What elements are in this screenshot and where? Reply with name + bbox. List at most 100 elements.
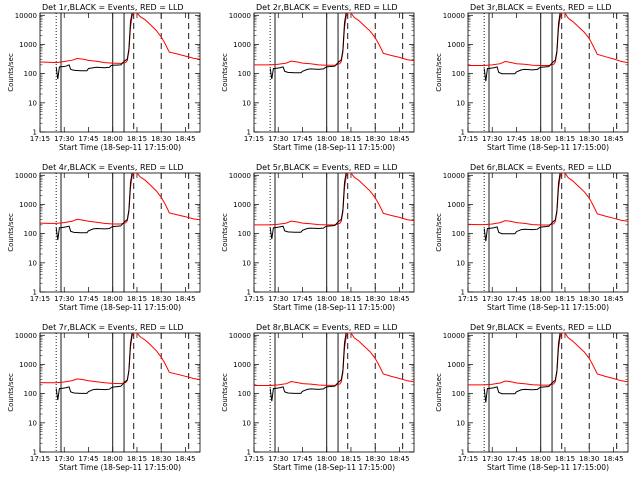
panel-7-x-tick-label: 18:15 xyxy=(127,455,147,463)
panel-6-x-tick-label: 17:45 xyxy=(506,295,526,303)
panel-2-lld-line xyxy=(254,13,414,66)
panel-8-events-line xyxy=(269,333,347,402)
panel-4-x-axis-label: Start Time (18-Sep-11 17:15:00) xyxy=(59,303,181,312)
panel-4-x-tick-label: 18:45 xyxy=(175,295,195,303)
panel-4-x-tick-label: 17:15 xyxy=(30,295,50,303)
panel-7-y-axis-label: Counts/sec xyxy=(7,373,15,412)
panel-7-x-tick-label: 17:30 xyxy=(54,455,74,463)
panel-1-y-tick-label: 100 xyxy=(24,70,37,78)
panel-7-axis-frame xyxy=(39,332,201,453)
panel-2: Det 2r,BLACK = Events, RED = LLD 1 10 100 10… xyxy=(221,3,415,152)
panel-8-axis-frame xyxy=(253,332,415,453)
panel-3-title: Det 3r,BLACK = Events, RED = LLD xyxy=(470,3,612,12)
panel-6-events-line xyxy=(483,173,561,242)
panel-8-x-tick-label: 18:15 xyxy=(341,455,361,463)
panel-3-lld-line xyxy=(468,13,628,66)
panel-8-x-tick-label: 17:30 xyxy=(268,455,288,463)
panel-4-title: Det 4r,BLACK = Events, RED = LLD xyxy=(42,163,184,172)
panel-1-lld-line xyxy=(40,13,200,64)
panel-8-y-tick-label: 1000 xyxy=(233,361,251,369)
panel-2-x-axis-label: Start Time (18-Sep-11 17:15:00) xyxy=(273,143,395,152)
panel-8-x-tick-label: 18:30 xyxy=(365,455,385,463)
panel-5-x-tick-label: 18:45 xyxy=(389,295,409,303)
panel-1-x-tick-label: 18:15 xyxy=(127,135,147,143)
panel-3-x-tick-label: 17:15 xyxy=(458,135,478,143)
panel-9-x-tick-label: 18:45 xyxy=(603,455,623,463)
panel-2-x-tick-label: 17:45 xyxy=(292,135,312,143)
panel-7-lld-line xyxy=(40,333,200,385)
panel-5-x-tick-label: 18:15 xyxy=(341,295,361,303)
panel-2-y-tick-label: 1000 xyxy=(233,41,251,49)
panel-9-x-tick-label: 17:30 xyxy=(482,455,502,463)
panel-8-y-tick-label: 100 xyxy=(238,390,251,398)
panel-1-events-line xyxy=(55,13,133,80)
panel-9-events-line xyxy=(483,333,561,403)
panel-7-x-tick-label: 17:45 xyxy=(78,455,98,463)
panel-3-y-tick-label: 10000 xyxy=(443,12,465,20)
panel-2-x-tick-label: 18:00 xyxy=(317,135,337,143)
panel-9-x-axis-label: Start Time (18-Sep-11 17:15:00) xyxy=(487,463,609,472)
panel-3-axis-frame xyxy=(467,12,629,133)
panel-4-x-tick-label: 18:30 xyxy=(151,295,171,303)
panel-2-events-line xyxy=(269,13,347,80)
panel-6-x-tick-label: 18:15 xyxy=(555,295,575,303)
panel-1-x-tick-label: 17:30 xyxy=(54,135,74,143)
panel-5-y-tick-label: 1000 xyxy=(233,201,251,209)
panel-1-title: Det 1r,BLACK = Events, RED = LLD xyxy=(42,3,184,12)
panel-1-y-axis-label: Counts/sec xyxy=(7,53,15,92)
panel-7-y-tick-label: 100 xyxy=(24,390,37,398)
panel-1-x-tick-label: 17:15 xyxy=(30,135,50,143)
panel-5-axis-frame xyxy=(253,172,415,293)
panel-7-x-tick-label: 18:00 xyxy=(103,455,123,463)
panel-1-x-tick-label: 18:45 xyxy=(175,135,195,143)
panel-4-lld-line xyxy=(40,173,200,225)
panel-4-x-tick-label: 18:00 xyxy=(103,295,123,303)
panel-3-x-tick-label: 18:15 xyxy=(555,135,575,143)
panel-5-y-tick-label: 10000 xyxy=(229,172,251,180)
panel-4-x-tick-label: 17:30 xyxy=(54,295,74,303)
panel-6-x-tick-label: 18:45 xyxy=(603,295,623,303)
panel-7-x-axis-label: Start Time (18-Sep-11 17:15:00) xyxy=(59,463,181,472)
panel-9-lld-line xyxy=(468,333,628,386)
panel-6-y-tick-label: 100 xyxy=(452,230,465,238)
panel-9-y-tick-label: 10 xyxy=(456,419,465,427)
panel-1-y-tick-label: 10 xyxy=(28,99,37,107)
panel-2-title: Det 2r,BLACK = Events, RED = LLD xyxy=(256,3,398,12)
panel-6: Det 6r,BLACK = Events, RED = LLD 1 10 100 10… xyxy=(435,163,629,312)
panel-6-y-tick-label: 10 xyxy=(456,259,465,267)
panel-9-x-tick-label: 17:15 xyxy=(458,455,478,463)
panel-7-y-tick-label: 1000 xyxy=(19,361,37,369)
panel-2-x-tick-label: 18:30 xyxy=(365,135,385,143)
panel-1: Det 1r,BLACK = Events, RED = LLD 1 10 100 10… xyxy=(7,3,201,152)
panel-8-x-tick-label: 17:15 xyxy=(244,455,264,463)
panel-3-x-axis-label: Start Time (18-Sep-11 17:15:00) xyxy=(487,143,609,152)
panel-7-y-tick-label: 10 xyxy=(28,419,37,427)
panel-3: Det 3r,BLACK = Events, RED = LLD 1 10 100 10… xyxy=(435,3,629,152)
panel-5-x-axis-label: Start Time (18-Sep-11 17:15:00) xyxy=(273,303,395,312)
panel-8-x-axis-label: Start Time (18-Sep-11 17:15:00) xyxy=(273,463,395,472)
panel-5-events-line xyxy=(269,173,347,240)
panel-5: Det 5r,BLACK = Events, RED = LLD 1 10 100 10… xyxy=(221,163,415,312)
panel-2-y-tick-label: 1 xyxy=(247,129,251,137)
panel-9-y-tick-label: 1000 xyxy=(447,361,465,369)
panel-6-lld-line xyxy=(468,173,628,226)
panel-4-axis-frame xyxy=(39,172,201,293)
panel-2-axis-frame xyxy=(253,12,415,133)
panel-6-x-tick-label: 18:30 xyxy=(579,295,599,303)
panel-7-y-tick-label: 1 xyxy=(33,449,37,457)
panel-7-title: Det 7r,BLACK = Events, RED = LLD xyxy=(42,323,184,332)
panel-1-axis-frame xyxy=(39,12,201,133)
panel-5-x-tick-label: 18:00 xyxy=(317,295,337,303)
panel-6-x-tick-label: 17:30 xyxy=(482,295,502,303)
panel-4: Det 4r,BLACK = Events, RED = LLD 1 10 100 10… xyxy=(7,163,201,312)
panel-7-events-line xyxy=(55,333,133,401)
panel-5-y-tick-label: 10 xyxy=(242,259,251,267)
panel-8-y-tick-label: 10000 xyxy=(229,332,251,340)
panel-1-y-tick-label: 1 xyxy=(33,129,37,137)
panel-3-y-tick-label: 10 xyxy=(456,99,465,107)
panel-7-y-tick-label: 10000 xyxy=(15,332,37,340)
panel-4-y-tick-label: 10 xyxy=(28,259,37,267)
panel-3-y-tick-label: 1000 xyxy=(447,41,465,49)
panel-4-x-tick-label: 18:15 xyxy=(127,295,147,303)
